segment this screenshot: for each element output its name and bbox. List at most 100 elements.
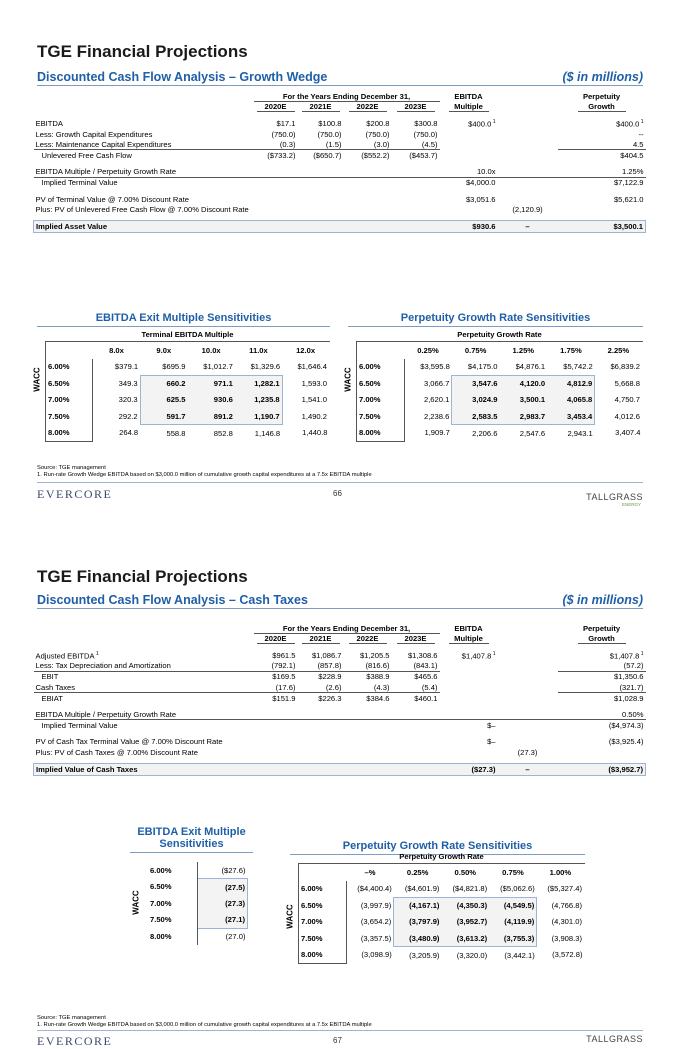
sensitivity-row: 7.50% (3,357.5) (3,480.9) (3,613.2) (3,755.3… [298, 930, 585, 947]
row-value: $4,000.0 [439, 176, 498, 188]
row-value: $169.5 [253, 670, 298, 682]
sensitivity-value: 1,190.7 [234, 408, 283, 425]
sensitivity-value: 2,547.6 [519, 428, 546, 438]
row-value [297, 176, 344, 188]
year-label: 2020E [256, 102, 295, 113]
row-value [253, 176, 298, 188]
sensitivity-row: 6.50% 349.3 660.2 971.1 1,282.1 1,593.0 [44, 374, 330, 392]
sensitivity-value: 3,547.6 [451, 374, 500, 392]
header-blank [34, 623, 254, 634]
sensitivity-value: 2,206.6 [472, 428, 498, 438]
row-value: $400.0 1 [468, 118, 496, 129]
header-blank [34, 634, 254, 645]
row-value [498, 150, 558, 161]
row-value [498, 736, 558, 747]
wacc-value: 6.00% [44, 358, 94, 375]
sensitivity-value: $379.1 [114, 362, 139, 372]
sensitivity-value: 3,500.1 [499, 391, 548, 408]
year-header: 2022E [344, 634, 392, 645]
row-value: 1.25% [621, 167, 644, 177]
row-value [498, 139, 558, 150]
row-value [498, 650, 558, 661]
column-header: 10.0x [201, 345, 221, 355]
sens-title-right: Perpetuity Growth Rate Sensitivities [348, 312, 643, 327]
sensitivity-row: 6.50% (27.5) [148, 878, 248, 895]
sensitivity-value: 4,812.9 [547, 374, 596, 392]
column-header: 1.25% [512, 345, 535, 355]
row-value [391, 176, 440, 188]
sensitivity-value: 1,593.0 [301, 378, 327, 388]
row-value [254, 194, 298, 205]
row-value [392, 167, 440, 178]
sensitivity-value: 2,943.1 [567, 428, 593, 438]
sensitivity-value: (3,442.1) [504, 950, 535, 960]
row-value: ($650.7) [297, 149, 344, 161]
sensitivity-row: 6.00% ($27.6) [148, 862, 248, 879]
wacc-value: 8.00% [356, 424, 405, 442]
row-value: (792.1) [271, 661, 296, 671]
row-value [498, 671, 558, 682]
sensitivity-value: $695.9 [162, 362, 186, 371]
row-value: $151.9 [253, 692, 298, 704]
sensitivity-value: $1,012.7 [203, 362, 233, 371]
sensitivity-grid: 0.25% 0.75% 1.25% 1.75% 2.25% 6.00% $3,595.8 $4… [356, 342, 643, 442]
sensitivity-value: ($4,400.4) [357, 884, 392, 894]
year-header: 2021E [298, 102, 344, 113]
sensitivity-value: (3,480.9) [393, 930, 442, 947]
page-title: TGE Financial Projections [37, 42, 248, 61]
header-row: 2020E 2021E 2022E 2023E Multiple Growth [34, 634, 646, 645]
row-value: (750.0) [317, 129, 342, 139]
wacc-value: 7.00% [148, 895, 199, 912]
row-value [440, 709, 498, 720]
sensitivity-value: (3,908.3) [551, 933, 582, 943]
column-header: 2.25% [607, 345, 630, 355]
wacc-value: 6.50% [44, 375, 94, 392]
row-value: $3,051.6 [465, 194, 496, 204]
row-value [344, 747, 392, 758]
section-subtitle: Discounted Cash Flow Analysis – Cash Tax… [37, 593, 643, 609]
header-label: Multiple [448, 102, 489, 112]
row-value: (5.4) [421, 682, 438, 692]
sensitivity-value: (3,997.9) [360, 900, 392, 910]
sensitivity-value: 3,024.9 [451, 391, 500, 408]
row-label: Implied Terminal Value [33, 176, 254, 188]
wacc-label: WACC [285, 904, 295, 929]
sensitivity-value: 3,453.4 [547, 408, 596, 425]
row-value [254, 204, 298, 215]
row-label: Plus: PV of Unlevered Free Cash Flow @ 7… [35, 205, 249, 215]
subtitle-text: Discounted Cash Flow Analysis – Cash Tax… [37, 593, 308, 607]
column-header-row: –% 0.25% 0.50% 0.75% 1.00% [298, 864, 585, 881]
row-value [498, 129, 558, 140]
ebitda-header: EBITDA [454, 623, 483, 633]
row-value: ($552.2) [343, 149, 392, 161]
sensitivity-value: 660.2 [139, 374, 188, 392]
sensitivity-value: 4,750.7 [614, 395, 640, 405]
sensitivity-value: 1,146.8 [254, 428, 281, 438]
row-value [558, 204, 646, 215]
wacc-value: 6.50% [148, 878, 199, 895]
wacc-value: 7.50% [298, 930, 347, 947]
row-value: $– [439, 719, 498, 731]
row-value [392, 194, 440, 205]
table-row: Unlevered Free Cash Flow ($733.2) ($650.7)… [33, 149, 646, 161]
sensitivity-value: (4,766.8) [551, 900, 582, 910]
row-value: $400.0 1 [616, 118, 644, 129]
row-value [392, 709, 440, 720]
row-value [254, 747, 298, 758]
axis-label: Perpetuity Growth Rate [298, 852, 585, 864]
ebitda-header: EBITDA [454, 91, 483, 101]
footnote-marker: 1 [491, 650, 496, 657]
sensitivity-row: 8.00% (3,098.9) (3,205.9) (3,320.0) (3,442.1… [298, 946, 585, 964]
wacc-value: 7.00% [298, 913, 347, 930]
sensitivity-value: 625.5 [139, 391, 188, 408]
sensitivity-row: 6.50% 3,066.7 3,547.6 4,120.0 4,812.9 5,668.8 [356, 374, 643, 392]
table-row: EBITDA Multiple / Perpetuity Growth Rate… [34, 709, 646, 720]
header-blank [498, 623, 558, 634]
row-value: (4.5) [421, 139, 438, 149]
header-blank [34, 91, 254, 102]
sens-title-right: Perpetuity Growth Rate Sensitivities [290, 840, 585, 855]
evercore-logo: EVERCORE [37, 1034, 113, 1048]
row-value: $961.5 [272, 650, 296, 660]
wacc-label: WACC [131, 890, 141, 915]
sensitivity-value: (3,755.3) [489, 930, 538, 947]
